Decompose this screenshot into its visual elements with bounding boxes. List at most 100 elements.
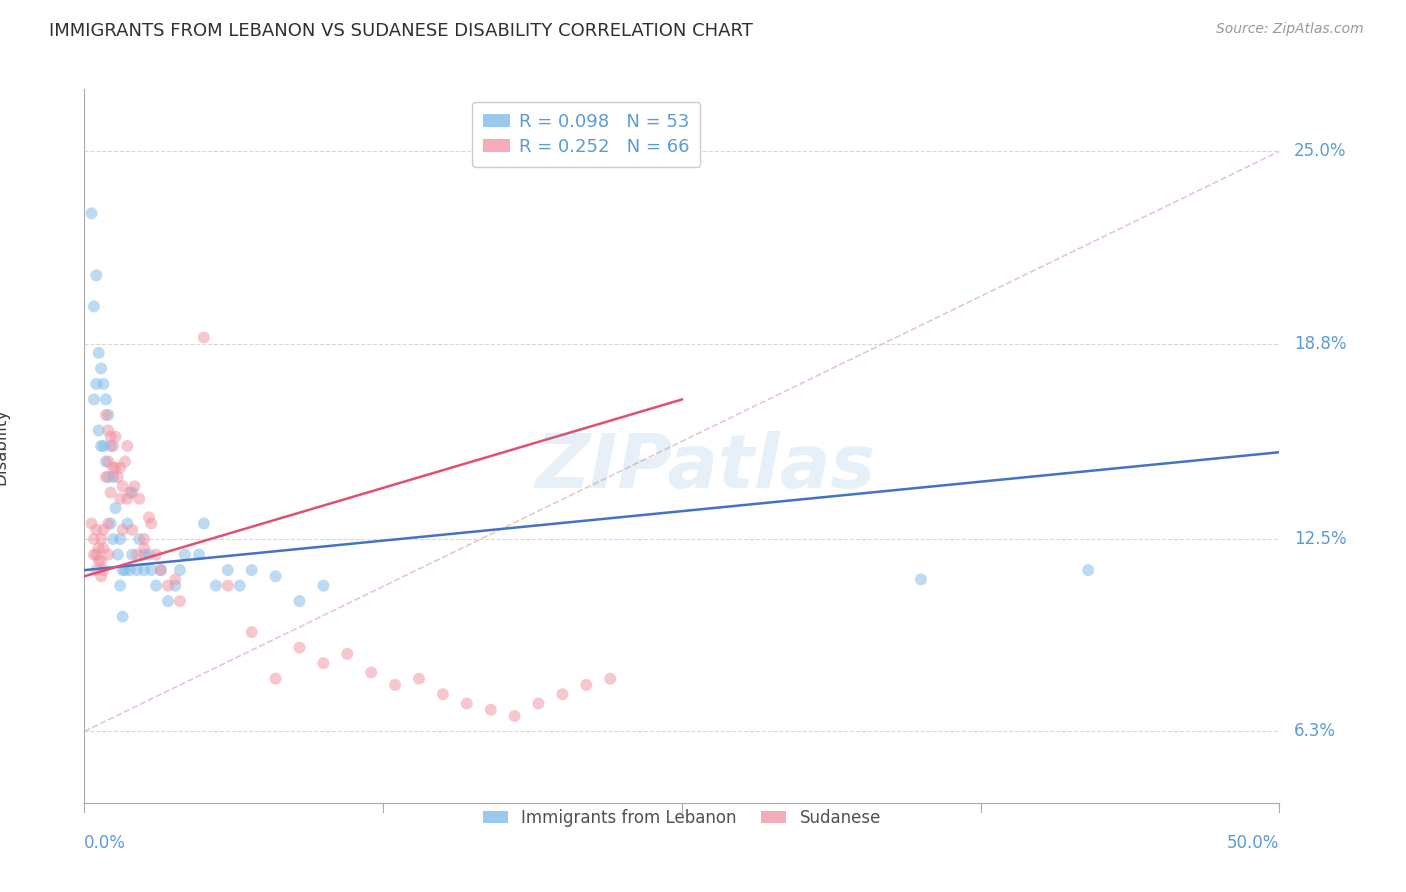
Point — [128, 491, 150, 506]
Point — [145, 548, 167, 562]
Point — [193, 330, 215, 344]
Point — [94, 470, 117, 484]
Point — [360, 665, 382, 680]
Point — [93, 523, 115, 537]
Point — [229, 579, 252, 593]
Point — [169, 594, 191, 608]
Point — [599, 672, 621, 686]
Point — [107, 548, 129, 562]
Point — [100, 485, 122, 500]
Point — [527, 697, 550, 711]
Text: 6.3%: 6.3% — [1294, 723, 1336, 740]
Text: 0.0%: 0.0% — [84, 834, 127, 852]
Point — [90, 532, 112, 546]
Point — [193, 516, 215, 531]
Point — [86, 268, 108, 283]
Point — [408, 672, 430, 686]
Point — [101, 532, 124, 546]
Point — [90, 439, 112, 453]
Point — [217, 579, 239, 593]
Point — [165, 573, 187, 587]
Point — [110, 532, 132, 546]
Point — [336, 647, 359, 661]
Point — [157, 594, 180, 608]
Point — [111, 479, 134, 493]
Point — [141, 563, 163, 577]
Point — [97, 516, 120, 531]
Point — [90, 569, 112, 583]
Point — [100, 430, 122, 444]
Point — [97, 470, 120, 484]
Point — [149, 563, 172, 577]
Point — [97, 548, 120, 562]
Point — [432, 687, 454, 701]
Point — [132, 541, 156, 556]
Point — [188, 548, 211, 562]
Point — [97, 454, 120, 468]
Point — [97, 408, 120, 422]
Point — [138, 510, 160, 524]
Point — [104, 460, 127, 475]
Point — [80, 516, 103, 531]
Point — [111, 523, 134, 537]
Point — [107, 470, 129, 484]
Point — [101, 439, 124, 453]
Point — [217, 563, 239, 577]
Point — [83, 548, 105, 562]
Point — [83, 299, 105, 313]
Point — [312, 656, 335, 670]
Point — [100, 516, 122, 531]
Point — [118, 485, 141, 500]
Point — [104, 430, 127, 444]
Point — [141, 516, 163, 531]
Point — [118, 563, 141, 577]
Point — [479, 703, 502, 717]
Point — [117, 516, 139, 531]
Point — [97, 424, 120, 438]
Point — [93, 439, 115, 453]
Point — [125, 563, 148, 577]
Point — [138, 548, 160, 562]
Point — [87, 541, 110, 556]
Point — [145, 579, 167, 593]
Point — [83, 532, 105, 546]
Text: 50.0%: 50.0% — [1227, 834, 1279, 852]
Point — [90, 361, 112, 376]
Point — [132, 548, 156, 562]
Text: 12.5%: 12.5% — [1294, 530, 1347, 548]
Point — [90, 554, 112, 568]
Text: Source: ZipAtlas.com: Source: ZipAtlas.com — [1216, 22, 1364, 37]
Point — [117, 491, 139, 506]
Point — [87, 424, 110, 438]
Point — [157, 579, 180, 593]
Point — [121, 523, 143, 537]
Point — [117, 439, 139, 453]
Point — [101, 470, 124, 484]
Point — [87, 346, 110, 360]
Point — [312, 579, 335, 593]
Point — [83, 392, 105, 407]
Point — [111, 609, 134, 624]
Point — [104, 501, 127, 516]
Point — [121, 548, 143, 562]
Point — [101, 460, 124, 475]
Point — [575, 678, 598, 692]
Text: Disability: Disability — [0, 408, 10, 484]
Legend: Immigrants from Lebanon, Sudanese: Immigrants from Lebanon, Sudanese — [477, 803, 887, 834]
Point — [132, 563, 156, 577]
Point — [100, 439, 122, 453]
Point — [128, 532, 150, 546]
Point — [384, 678, 406, 692]
Point — [165, 579, 187, 593]
Point — [86, 548, 108, 562]
Point — [288, 640, 311, 655]
Text: 25.0%: 25.0% — [1294, 142, 1347, 161]
Point — [110, 579, 132, 593]
Point — [86, 563, 108, 577]
Point — [94, 454, 117, 468]
Point — [93, 376, 115, 391]
Point — [173, 548, 195, 562]
Text: IMMIGRANTS FROM LEBANON VS SUDANESE DISABILITY CORRELATION CHART: IMMIGRANTS FROM LEBANON VS SUDANESE DISA… — [49, 22, 754, 40]
Point — [87, 554, 110, 568]
Point — [93, 563, 115, 577]
